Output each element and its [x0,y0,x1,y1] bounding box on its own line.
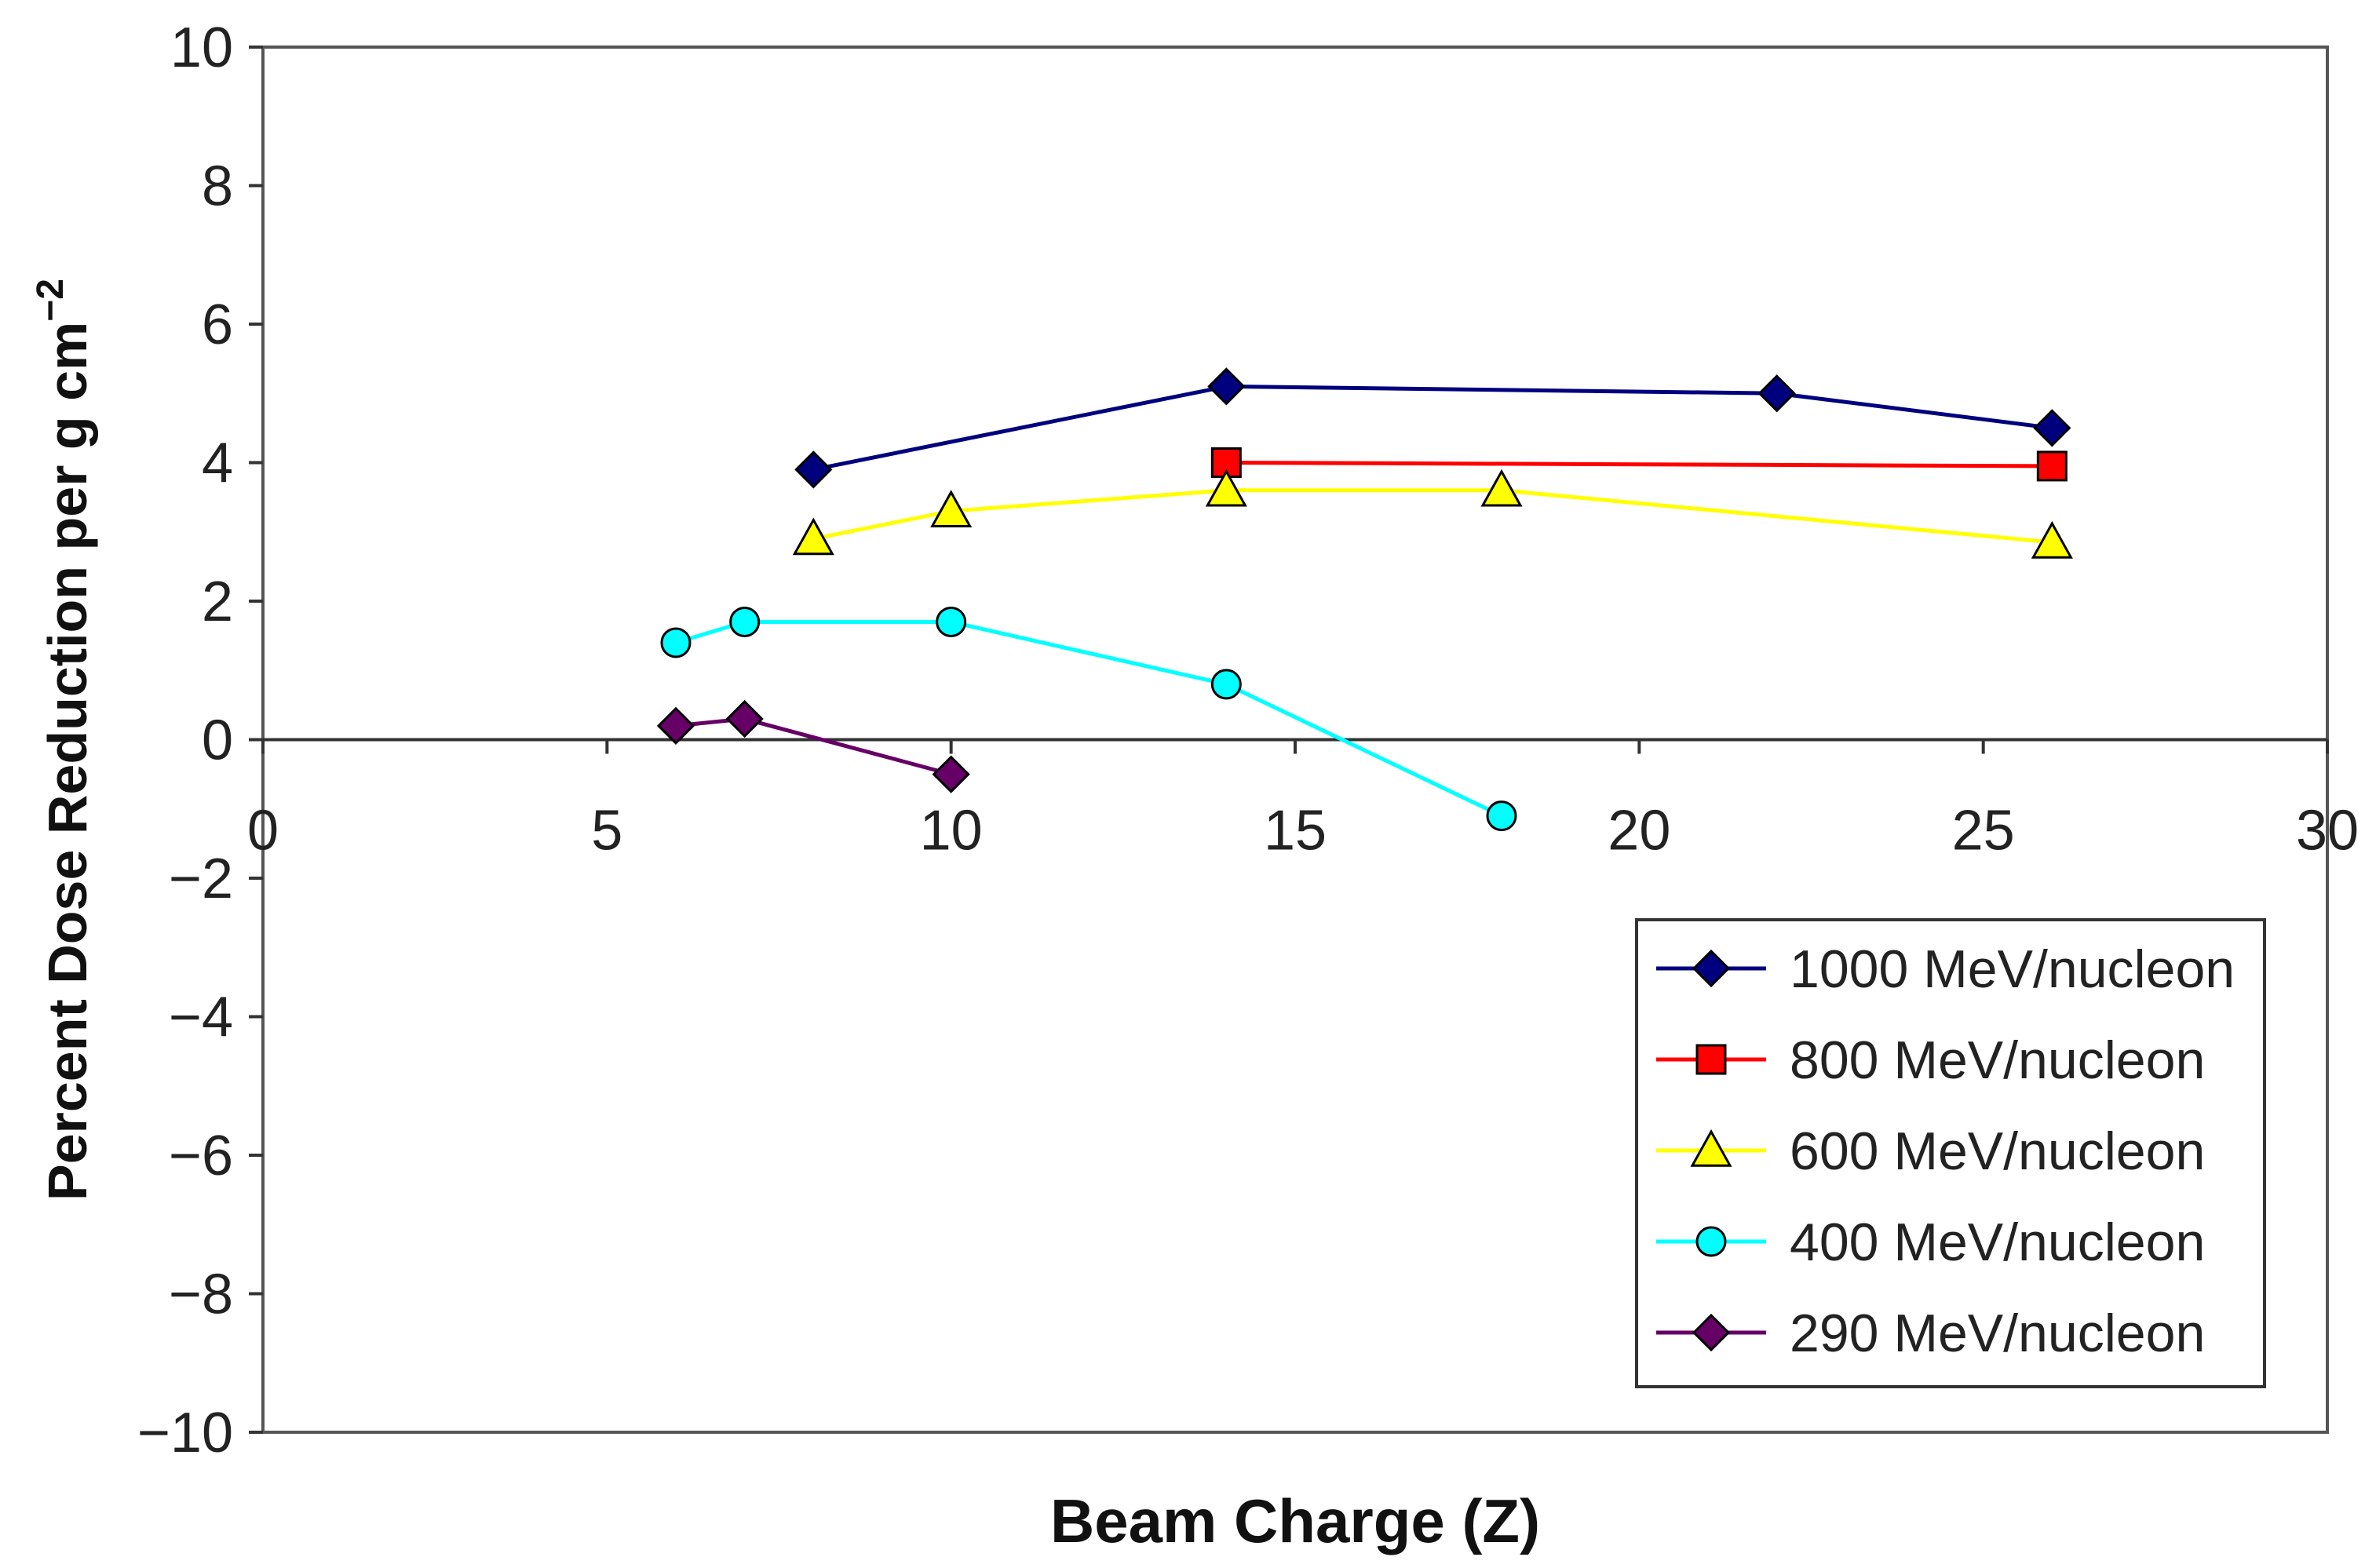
data-point [936,606,967,637]
data-point [729,606,761,637]
series-3 [660,606,1517,832]
x-tick-label: 0 [247,800,279,862]
legend-marker [1695,1044,1727,1075]
legend-marker [1695,1226,1727,1257]
y-tick-label: 4 [202,432,233,495]
legend-item: 600 MeV/nucleon [1656,1121,2205,1181]
legend-box [1635,918,2266,1388]
data-point [1486,800,1517,832]
y-tick-label: −10 [137,1402,233,1464]
legend-label: 290 MeV/nucleon [1790,1304,2205,1363]
y-axis-label-text: Percent Dose Reduction per g cm [37,322,98,1201]
legend-item: 400 MeV/nucleon [1656,1212,2205,1272]
y-tick-label: −2 [169,848,233,910]
data-point [656,706,695,745]
y-tick-label: −6 [169,1125,233,1187]
y-tick-label: 0 [202,709,233,772]
legend-item: 1000 MeV/nucleon [1656,939,2235,999]
data-point [1210,669,1242,700]
y-tick-label: −8 [169,1264,233,1326]
legend-label: 1000 MeV/nucleon [1790,939,2235,999]
x-axis-label: Beam Charge (Z) [1050,1486,1540,1555]
y-tick-label: 2 [202,571,233,633]
series-2 [792,469,2073,559]
series-line [1226,461,2053,469]
legend-marker [1690,1129,1732,1167]
series-0 [794,367,2071,489]
y-tick-label: 8 [202,155,233,218]
series-4 [656,699,970,793]
legend: 1000 MeV/nucleon 800 MeV/nucleon 600 MeV/n… [1635,918,2266,1388]
x-tick-label: 30 [2296,800,2359,862]
x-tick-label: 5 [591,800,622,862]
x-tick-label: 20 [1608,800,1670,862]
y-tick-label: −4 [169,986,233,1049]
y-axis: −10 −8 −6 −4 −2 0 2 4 6 8 10 [137,16,263,1464]
data-point [2031,520,2073,559]
x-tick-label: 10 [920,800,983,862]
legend-item: 290 MeV/nucleon [1656,1304,2205,1363]
data-point [725,699,764,738]
data-point [2036,450,2068,482]
data-point [792,517,834,556]
x-tick-label: 15 [1264,800,1327,862]
data-point [2033,409,2071,447]
legend-label: 400 MeV/nucleon [1790,1212,2205,1272]
data-point [1757,374,1796,413]
data-point [1207,367,1246,406]
y-axis-label-superscript: −2 [30,279,71,322]
series-line [812,384,2053,472]
legend-label: 800 MeV/nucleon [1790,1030,2205,1090]
x-axis-ticks: 0 5 10 15 20 25 30 [247,739,2359,862]
data-point [1480,469,1523,507]
legend-marker [1692,949,1731,988]
legend-marker [1692,1313,1731,1352]
data-point [794,450,833,489]
data-point [660,627,692,658]
legend-label: 600 MeV/nucleon [1790,1121,2205,1181]
x-tick-label: 25 [1952,800,2015,862]
y-axis-label: Percent Dose Reduction per g cm−2 [30,279,98,1201]
y-tick-label: 6 [202,294,233,356]
series-layer [656,367,2073,832]
data-point [932,755,970,793]
data-point [930,490,973,527]
data-point [1205,469,1247,507]
legend-item: 800 MeV/nucleon [1656,1030,2205,1090]
y-tick-label: 10 [170,16,233,79]
